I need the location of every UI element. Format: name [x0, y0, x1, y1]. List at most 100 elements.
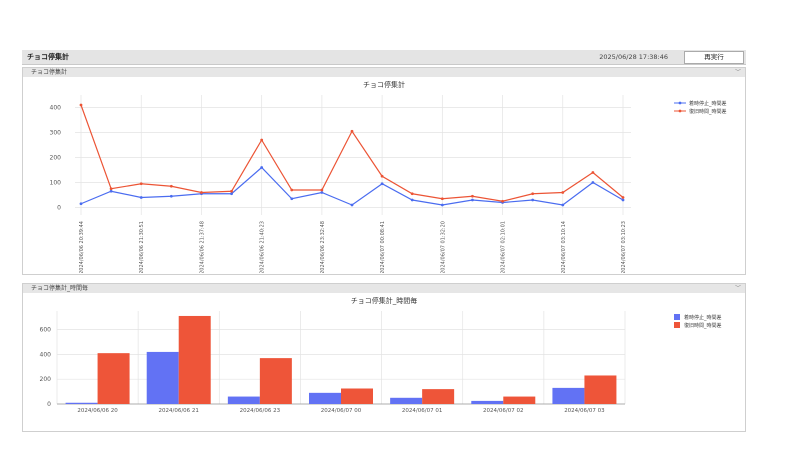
- data-point: [561, 203, 565, 207]
- data-point: [260, 138, 264, 142]
- y-tick-label: 400: [50, 105, 62, 112]
- data-point: [139, 196, 143, 199]
- y-tick-label: 0: [57, 205, 61, 212]
- data-point: [350, 129, 354, 133]
- x-tick-label: 2024/06/07 01: [402, 408, 442, 414]
- y-tick-label: 300: [50, 130, 62, 137]
- data-point: [350, 203, 354, 207]
- data-point: [591, 171, 595, 174]
- x-tick-label: 2024/06/06 20: [77, 408, 118, 414]
- data-point: [531, 198, 535, 202]
- x-tick-label: 2024/06/07 02: [483, 408, 523, 414]
- legend-label: 復旧時間_時間差: [684, 322, 722, 329]
- data-point: [139, 182, 143, 186]
- x-tick-label: 2024/06/07 01:32:20: [440, 221, 446, 273]
- legend-swatch: [674, 314, 680, 320]
- data-point: [621, 198, 625, 202]
- x-tick-label: 2024/06/07 00:08:41: [380, 221, 386, 273]
- rerun-button[interactable]: 再実行: [684, 51, 744, 64]
- data-point: [501, 199, 504, 203]
- x-tick-label: 2024/06/07 00: [321, 408, 362, 414]
- data-point: [79, 103, 83, 107]
- legend-marker: [678, 101, 682, 105]
- bar-chart: チョコ停集計_時間毎 0 200 400 600 2024/06/06 20 2024/0…: [40, 296, 722, 414]
- legend-marker: [678, 109, 682, 113]
- chart-title: チョコ停集計: [363, 80, 405, 89]
- data-point: [410, 198, 414, 202]
- data-point: [169, 184, 173, 188]
- data-point: [410, 192, 414, 196]
- chevron-down-icon[interactable]: ﹀: [734, 285, 741, 292]
- data-point: [440, 203, 444, 207]
- bar: [503, 396, 536, 404]
- data-point: [380, 182, 384, 186]
- x-tick-label: 2024/06/06 21: [158, 408, 198, 414]
- panel-header[interactable]: チョコ停集計_時間毎 ﹀: [23, 284, 745, 293]
- data-point: [471, 194, 474, 198]
- bar: [422, 389, 455, 404]
- bar: [178, 315, 211, 404]
- y-tick-label: 600: [40, 327, 52, 334]
- bar: [65, 402, 98, 404]
- data-point: [471, 198, 474, 202]
- data-point: [169, 194, 173, 198]
- x-tick-label: 2024/06/07 03: [564, 408, 605, 414]
- data-point: [109, 187, 113, 191]
- data-point: [109, 189, 113, 193]
- series-line: [80, 104, 624, 202]
- x-tick-label: 2024/06/06 21:37:48: [199, 221, 205, 273]
- x-tick-label: 2024/06/07 03:10:23: [621, 221, 627, 273]
- panel-header-label: チョコ停集計: [31, 69, 68, 76]
- legend-label: 復旧時間_時間差: [689, 108, 727, 115]
- y-tick-label: 200: [50, 155, 62, 162]
- bar: [259, 358, 292, 404]
- x-tick-label: 2024/06/06 21:40:23: [260, 221, 266, 273]
- data-point: [230, 192, 233, 196]
- y-tick-label: 200: [40, 376, 52, 383]
- legend-label: 着時停止_時間差: [684, 314, 722, 321]
- x-tick-label: 2024/06/06 20:39:44: [79, 221, 85, 273]
- y-tick-label: 400: [40, 351, 52, 358]
- data-point: [440, 197, 444, 201]
- data-point: [79, 202, 83, 206]
- data-point: [531, 192, 535, 196]
- data-point: [561, 191, 565, 194]
- data-point: [621, 196, 625, 199]
- bar-chart-panel: チョコ停集計_時間毎 ﹀ チョコ停集計_時間毎 0 200 400 600 2024/0…: [22, 283, 746, 432]
- x-tick-label: 2024/06/06 21:30:51: [139, 221, 145, 273]
- bar: [471, 400, 504, 404]
- bar: [584, 375, 617, 404]
- app-title: チョコ停集計: [27, 53, 69, 61]
- panel-header[interactable]: チョコ停集計 ﹀: [23, 68, 745, 77]
- data-point: [200, 191, 203, 194]
- data-point: [320, 188, 324, 192]
- line-chart: チョコ停集計 0 100 200 300 400 2024/06/06 20:39:44 2…: [50, 80, 727, 273]
- series-line: [80, 166, 624, 206]
- x-tick-label: 2024/06/07 02:10:01: [501, 221, 507, 273]
- bar: [341, 388, 373, 404]
- bar: [390, 397, 423, 404]
- legend-swatch: [674, 322, 680, 328]
- bar: [97, 353, 130, 404]
- title-bar: チョコ停集計 2025/06/28 17:38:46 再実行: [22, 50, 746, 65]
- bar: [309, 392, 341, 404]
- y-tick-label: 100: [50, 180, 62, 187]
- bar: [146, 351, 179, 404]
- data-point: [230, 189, 233, 193]
- data-point: [290, 188, 294, 192]
- data-point: [320, 191, 324, 194]
- x-tick-label: 2024/06/07 03:10:14: [561, 221, 567, 273]
- legend-label: 着時停止_時間差: [689, 100, 727, 107]
- y-tick-label: 0: [47, 401, 51, 408]
- x-tick-label: 2024/06/06 23:32:48: [320, 221, 326, 273]
- x-tick-label: 2024/06/06 23: [240, 408, 281, 414]
- bar: [552, 387, 585, 404]
- data-point: [260, 166, 264, 169]
- app-frame: チョコ停集計 2025/06/28 17:38:46 再実行 チョコ停集計 ﹀ …: [22, 50, 746, 434]
- data-point: [380, 174, 384, 178]
- timestamp: 2025/06/28 17:38:46: [599, 53, 668, 61]
- line-chart-panel: チョコ停集計 ﹀ チョコ停集計 0 100 200 300 400 2024/06/06 …: [22, 67, 746, 275]
- panel-header-label: チョコ停集計_時間毎: [31, 285, 89, 292]
- chevron-down-icon[interactable]: ﹀: [734, 69, 741, 76]
- bar: [227, 396, 260, 404]
